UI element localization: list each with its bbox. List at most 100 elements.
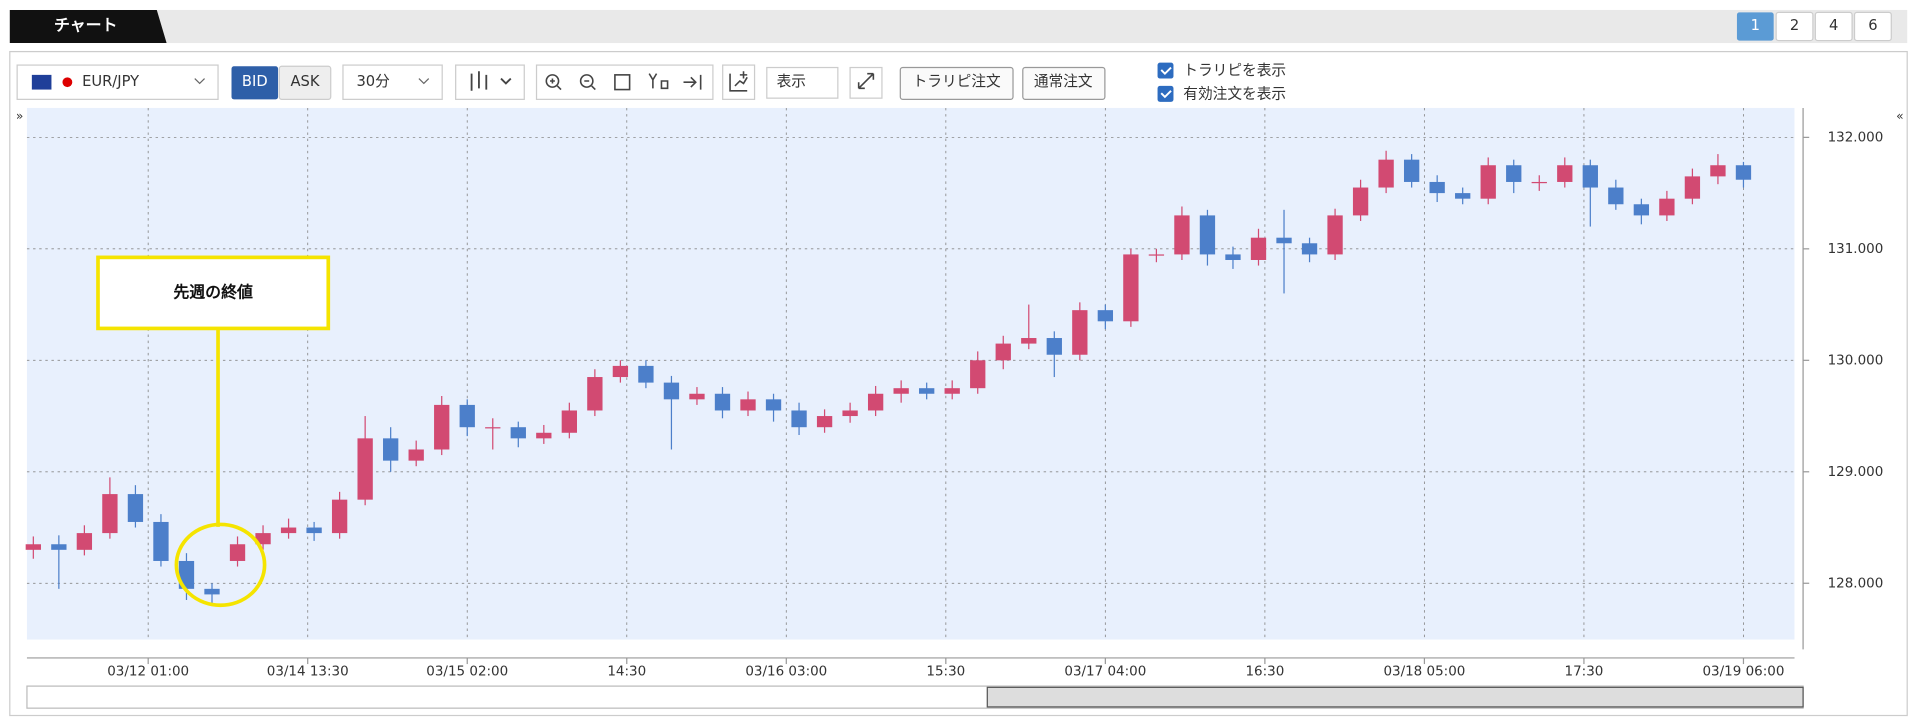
page-tab[interactable] (1775, 11, 1814, 42)
candle-body (306, 527, 322, 534)
candle-body (1455, 193, 1471, 199)
candle-body (1582, 165, 1598, 188)
y-tick-label: 129.000 (1828, 464, 1884, 480)
page-tab-label[interactable]: 2 (1790, 17, 1799, 34)
interval-label[interactable]: 30分 (356, 73, 390, 90)
pair-select[interactable] (16, 64, 219, 100)
page-tabs: 1 2 4 6 (1736, 11, 1892, 42)
normal-order-button[interactable] (1022, 66, 1106, 100)
candle-body (663, 382, 680, 400)
x-tick-label: 15:30 (926, 663, 965, 679)
candle-body (740, 399, 756, 411)
tab-title[interactable]: チャート (54, 15, 117, 34)
x-tick-label: 03/16 03:00 (745, 663, 827, 679)
y-tick-label: 131.000 (1828, 241, 1884, 257)
x-tick-label: 03/15 02:00 (426, 663, 508, 679)
normal-order-label[interactable]: 通常注文 (1034, 73, 1093, 90)
candle-body (1684, 176, 1701, 199)
candle-body (255, 533, 271, 545)
x-tick-label: 03/19 06:00 (1702, 663, 1784, 679)
candle-body (357, 438, 373, 500)
candle-body (587, 377, 603, 411)
checkbox-label[interactable]: 有効注文を表示 (1183, 85, 1286, 102)
candle-body (383, 438, 399, 461)
candle-body (1123, 254, 1139, 322)
eu-flag (31, 74, 52, 90)
checkbox[interactable] (1157, 62, 1174, 79)
page-tab[interactable] (1814, 11, 1853, 42)
candle-body (485, 427, 501, 429)
candle-body (1608, 187, 1624, 205)
page-tab-label[interactable]: 6 (1868, 17, 1877, 34)
bid-label[interactable]: BID (242, 73, 268, 90)
candle-body (1199, 215, 1216, 255)
display-label[interactable]: 表示 (777, 73, 806, 90)
candle-body (765, 399, 782, 411)
candle-body (970, 360, 986, 389)
pair-label[interactable]: EUR/JPY (82, 73, 139, 90)
candle-icon (470, 71, 512, 91)
candle-body (1327, 215, 1343, 255)
candle-body (816, 416, 833, 428)
candle-body (536, 432, 552, 439)
check (1160, 66, 1172, 76)
trarepi-order-button[interactable] (899, 66, 1014, 100)
checkbox[interactable] (1157, 85, 1174, 102)
page-tab[interactable] (1853, 11, 1892, 42)
candle-body (638, 365, 654, 383)
page-tab-label[interactable]: 1 (1751, 17, 1760, 34)
candle-body (1735, 165, 1752, 180)
candle-body (1378, 159, 1394, 188)
collapse-left[interactable]: » (16, 109, 24, 123)
expand-button[interactable] (849, 66, 883, 99)
indicator-button[interactable] (722, 64, 756, 100)
candle-body (1097, 310, 1114, 322)
x-tick-label: 16:30 (1245, 663, 1284, 679)
page-tab-label[interactable]: 4 (1829, 17, 1838, 34)
tool-icons (545, 71, 875, 92)
candle-body (1225, 254, 1241, 260)
candle-body (689, 393, 705, 400)
chevron (418, 78, 430, 85)
page-tab[interactable] (1736, 12, 1774, 41)
candle-body (229, 544, 246, 561)
candle-body (1352, 187, 1369, 216)
toolbar: EUR/JPY BID ASK 30分 表示 トラリピ注文 通常注文 トラリ (16, 62, 1286, 102)
candle-body (893, 388, 909, 394)
grid: 128.000 129.000 130.000 131.000 132.000 03/12… (26, 107, 1884, 679)
candle-body (459, 404, 475, 428)
collapse-right[interactable]: « (1896, 109, 1903, 123)
ask-button[interactable] (278, 65, 332, 100)
candle-body (995, 343, 1011, 361)
candle-body (944, 388, 960, 394)
candle-body (1046, 338, 1062, 355)
candle-body (1174, 215, 1190, 255)
bid-button[interactable] (231, 66, 279, 100)
candle-body (510, 427, 526, 439)
ask-label[interactable]: ASK (290, 73, 319, 90)
candle-body (1480, 165, 1496, 199)
candle-body (408, 449, 424, 461)
candle-body (1301, 243, 1318, 255)
y-tick-label: 128.000 (1828, 575, 1884, 591)
candle-body (919, 388, 935, 394)
candle-body (1659, 198, 1675, 216)
x-tick-label: 03/14 13:30 (267, 663, 349, 679)
trarepi-order-label[interactable]: トラリピ注文 (913, 73, 1001, 90)
annotation-box (96, 255, 331, 331)
candle-body (1633, 204, 1650, 216)
annotation: 先週の終値 (96, 255, 331, 608)
checkbox-label[interactable]: トラリピを表示 (1183, 62, 1286, 79)
candle-body (1710, 165, 1726, 177)
candle-body (204, 588, 220, 595)
candles (25, 150, 1752, 604)
candle-body (102, 494, 118, 534)
display-button[interactable] (766, 66, 839, 99)
navigator-window[interactable] (986, 686, 1804, 708)
candle-body (51, 544, 67, 550)
chart-type-select[interactable] (455, 64, 525, 100)
annotation-circle (174, 522, 267, 608)
candle-body (178, 560, 195, 589)
x-tick-label: 03/18 05:00 (1383, 663, 1465, 679)
